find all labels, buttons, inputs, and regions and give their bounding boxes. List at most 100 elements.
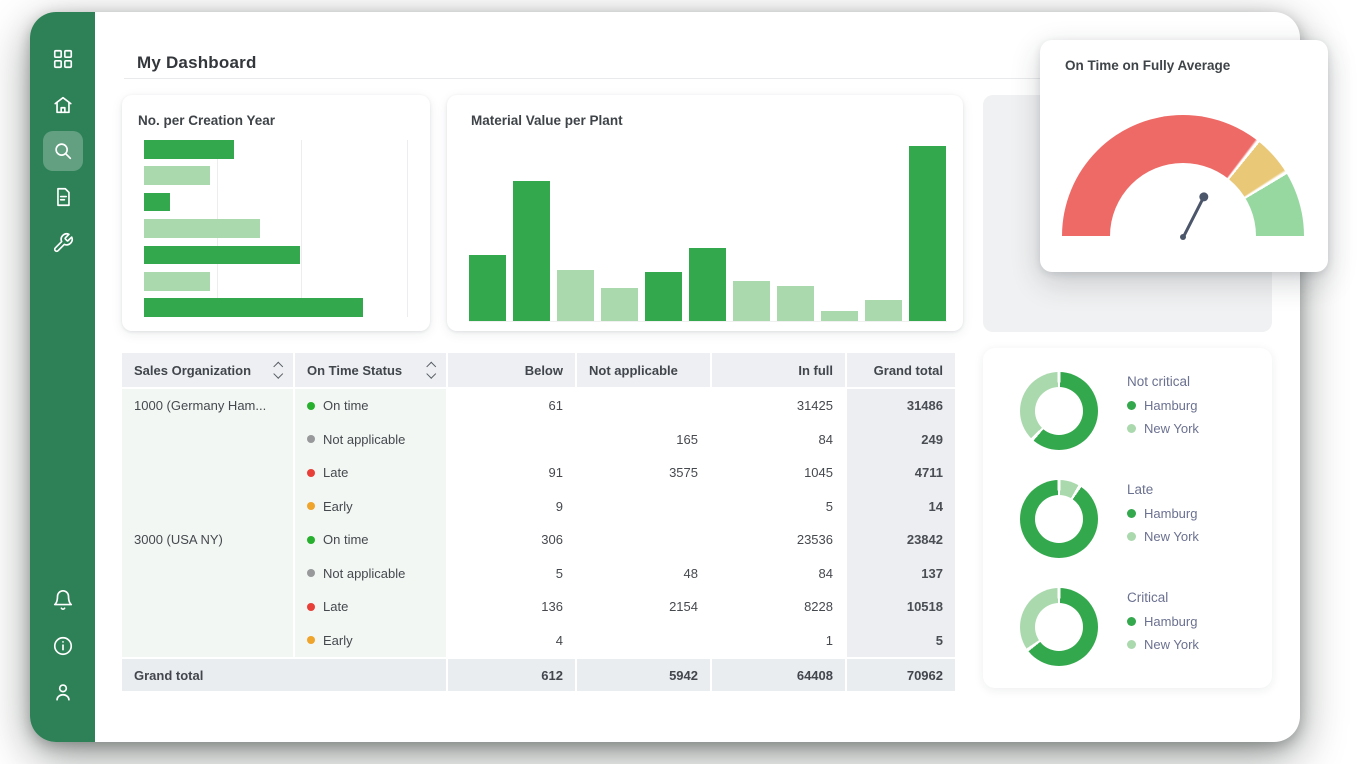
sidebar-item-documents[interactable] xyxy=(43,177,83,217)
cell-not-applicable xyxy=(577,624,710,658)
table-header-grand-total: Grand total xyxy=(847,353,955,387)
cell-on-time-status: Late xyxy=(295,590,446,624)
legend-dot xyxy=(1127,401,1136,410)
bar-row xyxy=(144,298,408,317)
card-criticality-donuts: Not critical Hamburg New York Late Hamburg Ne… xyxy=(983,348,1272,688)
cell-grand-total: 14 xyxy=(847,489,955,523)
bar-row xyxy=(144,166,408,185)
sidebar-item-info[interactable] xyxy=(43,626,83,666)
table-header-below: Below xyxy=(448,353,575,387)
cell-grand-total: 23842 xyxy=(847,523,955,557)
legend-dot xyxy=(1127,617,1136,626)
sidebar-item-tools[interactable] xyxy=(43,223,83,263)
donut-group: Late Hamburg New York xyxy=(1020,480,1272,558)
creation-year-bar-chart xyxy=(144,140,408,317)
bar xyxy=(144,219,261,238)
legend-dot xyxy=(1127,424,1136,433)
header-label: In full xyxy=(798,362,833,378)
cell-grand-total: 31486 xyxy=(847,389,955,423)
gauge-pivot xyxy=(1180,233,1186,240)
table-header-row: Sales Organization On Time Status Below Not… xyxy=(122,353,956,387)
status-label: Early xyxy=(323,498,353,514)
footer-grand-total-label: Grand total xyxy=(122,659,446,691)
cell-on-time-status: Late xyxy=(295,456,446,490)
legend-item: New York xyxy=(1127,637,1199,652)
legend-item: New York xyxy=(1127,421,1199,436)
status-dot xyxy=(307,502,315,511)
bar-row xyxy=(144,272,408,291)
cell-below: 4 xyxy=(555,632,563,648)
legend-item: New York xyxy=(1127,529,1199,544)
legend-label: New York xyxy=(1144,421,1199,436)
donut-title: Critical xyxy=(1127,590,1169,605)
cell-not-applicable: 2154 xyxy=(669,599,698,615)
grid-icon xyxy=(53,49,72,69)
wrench-icon xyxy=(53,233,73,253)
sidebar-item-apps[interactable] xyxy=(43,39,83,79)
donut-title: Late xyxy=(1127,482,1154,497)
cell-grand-total: 249 xyxy=(847,422,955,456)
donut-chart xyxy=(1020,372,1098,450)
app-window: My Dashboard No. per Creation Year Mater… xyxy=(30,12,1328,742)
cell-in-full: 84 xyxy=(818,565,833,581)
sidebar-item-search[interactable] xyxy=(42,131,83,171)
table-header-on-time-status[interactable]: On Time Status xyxy=(295,353,446,387)
bar xyxy=(689,247,726,321)
bar xyxy=(144,272,210,291)
cell-sales-organization: 1000 (Germany Ham... xyxy=(122,389,293,423)
card-title-material-value: Material Value per Plant xyxy=(471,113,623,128)
bar xyxy=(821,310,858,321)
gridline xyxy=(407,140,408,317)
status-label: Late xyxy=(323,465,349,481)
cell-on-time-status: On time xyxy=(295,523,446,557)
sidebar-item-home[interactable] xyxy=(43,85,83,125)
card-gauge: On Time on Fully Average xyxy=(1040,40,1328,272)
cell-in-full: 1045 xyxy=(804,465,833,481)
cell-in-full: 1 xyxy=(825,632,833,648)
status-dot xyxy=(307,535,315,544)
cell-sales-organization xyxy=(122,556,293,590)
card-title-gauge: On Time on Fully Average xyxy=(1065,58,1231,73)
material-value-bar-chart xyxy=(469,146,947,322)
sidebar-item-notifications[interactable] xyxy=(43,580,83,620)
bar xyxy=(865,300,902,321)
cell-below: 136 xyxy=(541,599,563,615)
cell-on-time-status: Early xyxy=(295,623,446,657)
legend-item: Hamburg xyxy=(1127,614,1199,629)
sidebar-item-profile[interactable] xyxy=(43,672,83,712)
sort-icon[interactable] xyxy=(273,361,283,379)
cell-in-full: 31425 xyxy=(796,398,833,414)
cell-on-time-status: Early xyxy=(295,489,446,523)
bar-row xyxy=(144,245,408,265)
cell-in-full: 5 xyxy=(825,498,833,514)
donut-legend: Not critical Hamburg New York xyxy=(1127,372,1199,450)
bar xyxy=(144,166,210,185)
cell-sales-organization xyxy=(122,623,293,657)
bar xyxy=(144,140,234,159)
status-dot xyxy=(307,401,315,410)
donut-chart xyxy=(1020,480,1098,558)
cell-sales-organization xyxy=(122,456,293,490)
cell-sales-organization xyxy=(122,590,293,624)
footer-grand-total: 70962 xyxy=(847,659,955,691)
table-footer-row: Grand total 612 5942 64408 70962 xyxy=(122,659,956,691)
legend-dot xyxy=(1127,640,1136,649)
cell-grand-total: 137 xyxy=(847,556,955,590)
bar xyxy=(601,287,638,321)
footer-in-full: 64408 xyxy=(712,659,845,691)
sort-icon[interactable] xyxy=(426,361,436,379)
cell-below: 61 xyxy=(548,398,563,414)
cell-below: 9 xyxy=(555,498,563,514)
legend-dot xyxy=(1127,532,1136,541)
status-label: Not applicable xyxy=(323,431,406,447)
legend-item: Hamburg xyxy=(1127,398,1199,413)
info-icon xyxy=(53,636,72,656)
card-material-value: Material Value per Plant xyxy=(447,95,963,331)
cell-grand-total: 4711 xyxy=(847,456,955,490)
table-header-sales-organization[interactable]: Sales Organization xyxy=(122,353,293,387)
gridline xyxy=(301,140,303,317)
cell-not-applicable: 3575 xyxy=(669,465,698,481)
cell-sales-organization xyxy=(122,422,293,456)
header-label: Below xyxy=(524,362,563,378)
donut-group: Not critical Hamburg New York xyxy=(1020,372,1272,450)
